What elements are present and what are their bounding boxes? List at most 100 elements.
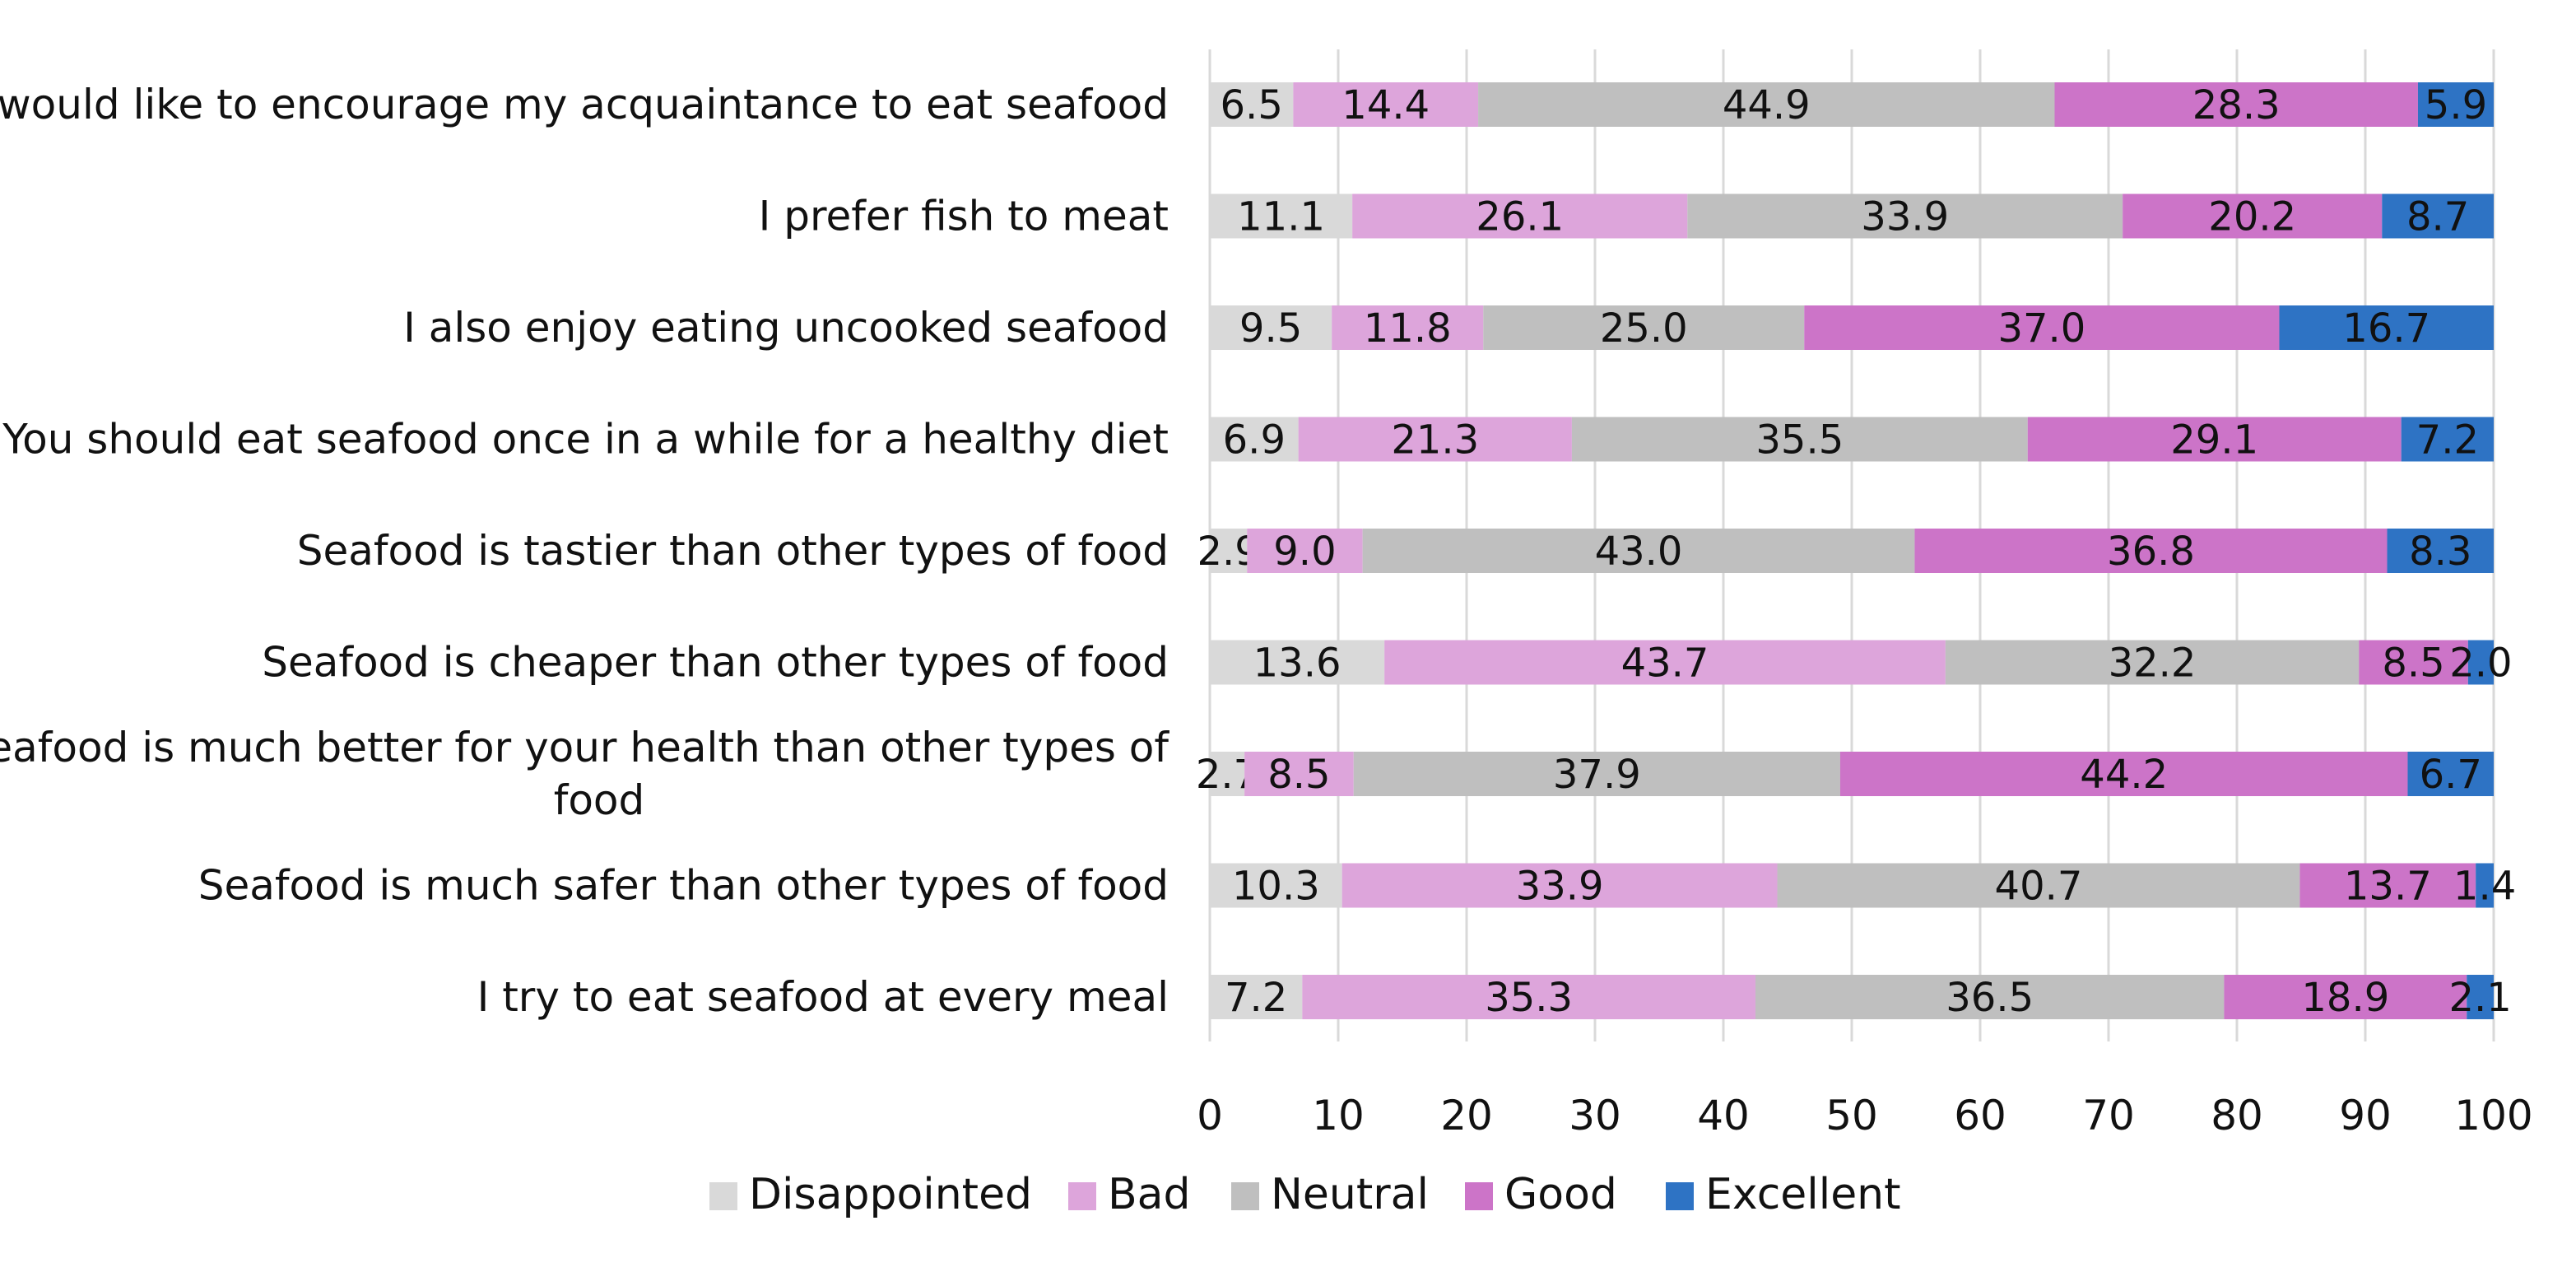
data-label: 28.3 xyxy=(2192,82,2281,128)
category-label: Seafood is tastier than other types of f… xyxy=(297,527,1169,575)
bar-segment-excellent xyxy=(2382,193,2494,239)
bar-segment-disappointed xyxy=(1210,975,1303,1019)
bar-segment-neutral xyxy=(1483,305,1805,350)
bar-segment-neutral xyxy=(1777,863,2300,908)
data-label: 11.8 xyxy=(1364,305,1452,352)
category-label: Seafood is much better for your health t… xyxy=(0,724,1169,771)
data-label: 8.5 xyxy=(1267,752,1330,798)
x-tick-label: 100 xyxy=(2454,1092,2532,1139)
x-axis-ticks: 0 10 20 30 40 50 60 70 80 90 100 xyxy=(1197,1092,2533,1139)
bar-segment-good xyxy=(1804,305,2280,350)
bar-segment-good xyxy=(2299,863,2476,908)
bar-segment-excellent xyxy=(2407,752,2494,796)
data-label: 36.5 xyxy=(1946,975,2034,1021)
bar-segment-neutral xyxy=(1353,752,1840,796)
category-label: You should eat seafood once in a while f… xyxy=(2,416,1169,464)
data-label: 8.5 xyxy=(2382,641,2444,687)
data-label: 20.2 xyxy=(2208,194,2296,240)
data-label: 11.1 xyxy=(1237,194,1325,240)
data-label: 16.7 xyxy=(2342,305,2430,352)
x-tick-label: 70 xyxy=(2082,1092,2135,1139)
x-tick-label: 90 xyxy=(2339,1092,2392,1139)
bar-segment-bad xyxy=(1341,863,1778,908)
data-label: 44.2 xyxy=(2080,752,2168,798)
category-label: I also enjoy eating uncooked seafood xyxy=(403,304,1169,352)
data-label: 18.9 xyxy=(2301,975,2389,1021)
data-label: 9.0 xyxy=(1273,529,1336,575)
data-label: 6.7 xyxy=(2420,752,2482,798)
data-label: 8.3 xyxy=(2409,529,2471,575)
bar-segment-good xyxy=(2027,417,2402,462)
data-label: 6.5 xyxy=(1221,82,1283,128)
bar-segment-bad xyxy=(1384,640,1946,685)
data-label: 2.1 xyxy=(2448,975,2511,1021)
x-tick-label: 60 xyxy=(1954,1092,2006,1139)
x-tick-label: 20 xyxy=(1440,1092,1493,1139)
x-tick-label: 50 xyxy=(1825,1092,1878,1139)
legend-label: Excellent xyxy=(1705,1170,1901,1219)
x-tick-label: 30 xyxy=(1569,1092,1621,1139)
bar-segment-excellent xyxy=(2279,305,2494,350)
data-label: 43.7 xyxy=(1621,641,1709,687)
legend-swatch xyxy=(709,1182,737,1210)
data-label: 6.9 xyxy=(1223,417,1286,464)
bar-segment-disappointed xyxy=(1210,305,1332,350)
bar-segment-neutral xyxy=(1362,529,1915,573)
category-label: I try to eat seafood at every meal xyxy=(477,973,1169,1021)
x-tick-label: 0 xyxy=(1197,1092,1223,1139)
legend: Disappointed Bad Neutral Good Excellent xyxy=(709,1170,1901,1219)
data-label: 35.3 xyxy=(1485,975,1573,1021)
data-label: 7.2 xyxy=(1225,975,1287,1021)
legend-swatch xyxy=(1068,1182,1096,1210)
legend-swatch xyxy=(1231,1182,1259,1210)
data-label: 21.3 xyxy=(1391,417,1479,464)
data-label: 14.4 xyxy=(1341,82,1430,128)
category-labels: I would like to encourage my acquaintanc… xyxy=(0,81,1169,1021)
bar-segment-neutral xyxy=(1478,82,2055,127)
bars: 6.5 14.4 44.9 28.3 5.9 11.1 26.1 33.9 20.2 8.7 9.5… xyxy=(1196,82,2516,1021)
category-label: I prefer fish to meat xyxy=(759,193,1169,240)
data-label: 8.7 xyxy=(2406,194,2469,240)
data-label: 37.9 xyxy=(1553,752,1641,798)
bar-segment-excellent xyxy=(2387,529,2494,573)
bar-segment-good xyxy=(2123,193,2383,239)
bar-segment-good xyxy=(2054,82,2418,127)
legend-label: Bad xyxy=(1108,1170,1191,1219)
category-label: Seafood is much safer than other types o… xyxy=(198,862,1169,910)
bar-segment-neutral xyxy=(1687,193,2123,239)
bar-segment-neutral xyxy=(1945,640,2360,685)
bar-segment-disappointed xyxy=(1210,529,1248,573)
data-label: 33.9 xyxy=(1861,194,1949,240)
bar-segment-good xyxy=(2224,975,2467,1019)
x-tick-label: 10 xyxy=(1312,1092,1365,1139)
data-label: 26.1 xyxy=(1476,194,1564,240)
data-label: 43.0 xyxy=(1595,529,1683,575)
data-label: 10.3 xyxy=(1232,864,1320,910)
data-label: 7.2 xyxy=(2416,417,2479,464)
bar-segment-good xyxy=(1914,529,2388,573)
legend-swatch xyxy=(1465,1182,1493,1210)
bar-segment-excellent xyxy=(2401,417,2494,462)
bar-segment-neutral xyxy=(1755,975,2225,1019)
bar-segment-bad xyxy=(1298,417,1572,462)
bar-segment-disappointed xyxy=(1210,417,1299,462)
bar-segment-bad xyxy=(1352,193,1688,239)
data-label: 35.5 xyxy=(1755,417,1844,464)
bar-segment-excellent xyxy=(2467,975,2494,1019)
legend-swatch xyxy=(1666,1182,1694,1210)
bar-segment-excellent xyxy=(2417,82,2494,127)
category-label: I would like to encourage my acquaintanc… xyxy=(0,81,1169,128)
bar-segment-bad xyxy=(1302,975,1755,1019)
data-label: 32.2 xyxy=(2109,641,2197,687)
data-label: 29.1 xyxy=(2170,417,2258,464)
data-label: 44.9 xyxy=(1723,82,1811,128)
bar-segment-bad xyxy=(1332,305,1484,350)
bar-segment-disappointed xyxy=(1210,640,1385,685)
legend-label: Disappointed xyxy=(749,1170,1032,1219)
legend-label: Neutral xyxy=(1271,1170,1429,1219)
bar-segment-good xyxy=(1839,752,2408,796)
data-label: 1.4 xyxy=(2453,864,2516,910)
x-tick-label: 80 xyxy=(2211,1092,2263,1139)
